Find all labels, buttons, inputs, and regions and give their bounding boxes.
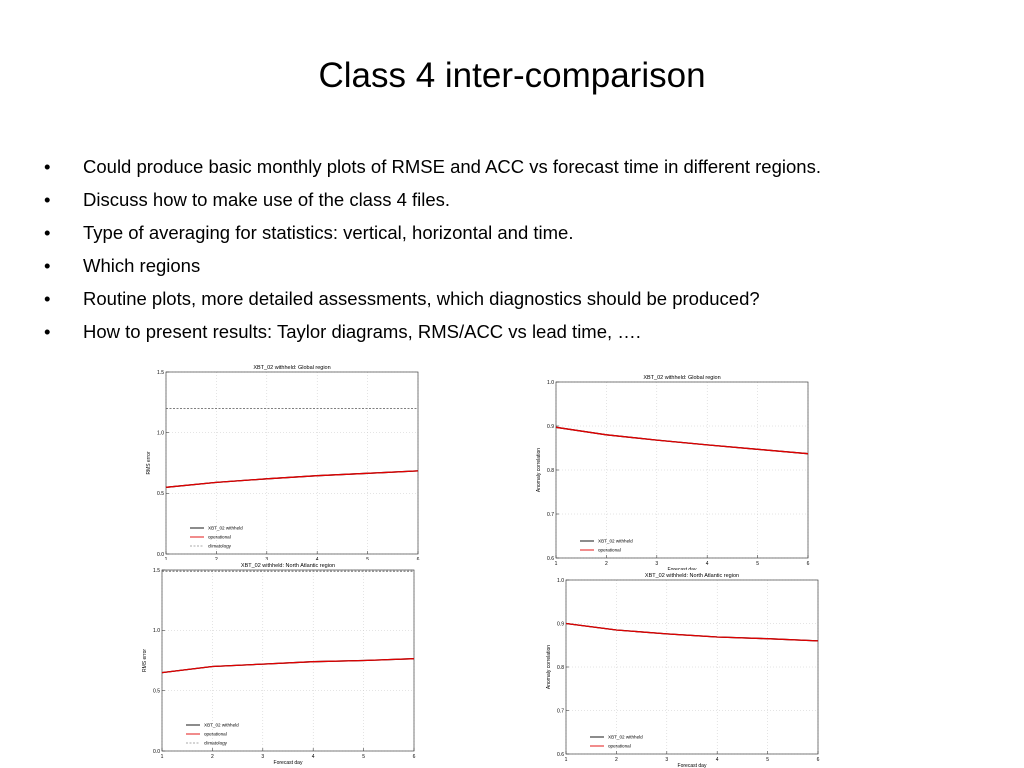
y-tick-label: 1.5	[153, 568, 160, 574]
series-line	[165, 470, 419, 488]
plot-frame	[165, 371, 419, 555]
series-line	[565, 622, 819, 642]
series-line	[555, 426, 809, 455]
bullet-marker: •	[44, 288, 51, 309]
bullet-item: • Type of averaging for statistics: verti…	[44, 216, 1004, 249]
x-tick-label: 2	[605, 561, 608, 567]
y-tick-label: 0.5	[157, 491, 164, 497]
bullet-marker: •	[44, 222, 51, 243]
chart-title: XBT_02 withheld: North Atlantic region	[645, 573, 739, 579]
bullet-item: • Could produce basic monthly plots of RM…	[44, 150, 1004, 183]
series-line	[161, 658, 415, 674]
y-axis-label: RMS error	[142, 649, 148, 672]
x-tick-label: 5	[766, 757, 769, 763]
bullet-marker: •	[44, 321, 51, 342]
chart-title: XBT_02 withheld: North Atlantic region	[241, 563, 335, 569]
chart-svg: XBT_02 withheld: Global region 1 2 3 4 5 6 0.6 0…	[536, 375, 810, 573]
y-tick-label: 0.7	[557, 708, 564, 714]
y-axis-label: Anomaly correlation	[546, 645, 552, 689]
x-tick-label: 4	[706, 561, 709, 567]
acc-global-chart: XBT_02 withheld: Global region 1 2 3 4 5 6 0.6 0…	[530, 372, 818, 573]
bullet-item: • Discuss how to make use of the class 4 …	[44, 183, 1004, 216]
y-tick-label: 0.8	[557, 665, 564, 671]
y-tick-label: 1.0	[153, 628, 160, 634]
bullet-text: Routine plots, more detailed assessments…	[83, 288, 760, 309]
bullet-text: How to present results: Taylor diagrams,…	[83, 321, 641, 342]
bullet-text: Type of averaging for statistics: vertic…	[83, 222, 574, 243]
series-line	[565, 622, 819, 642]
chart-title: XBT_02 withheld: Global region	[643, 375, 720, 381]
x-tick-label: 1	[555, 561, 558, 567]
bullet-marker: •	[44, 255, 51, 276]
legend-label: XBT_02 withheld	[598, 539, 633, 544]
bullet-marker: •	[44, 189, 51, 210]
y-axis-label: Anomaly correlation	[536, 448, 542, 492]
chart-title: XBT_02 withheld: Global region	[253, 365, 330, 371]
y-tick-label: 0.0	[153, 749, 160, 755]
y-tick-label: 0.9	[547, 424, 554, 430]
legend-label: climatology	[204, 741, 228, 746]
chart-svg: XBT_02 withheld: North Atlantic region 1 2…	[546, 573, 820, 768]
y-tick-label: 0.6	[557, 752, 564, 758]
x-tick-label: 2	[211, 754, 214, 760]
x-tick-label: 3	[655, 561, 658, 567]
legend-label: operational	[204, 732, 227, 737]
bullet-item: • How to present results: Taylor diagrams…	[44, 315, 1004, 348]
series-line	[161, 658, 415, 674]
x-tick-label: 1	[161, 754, 164, 760]
y-tick-label: 1.0	[157, 430, 164, 436]
x-tick-label: 2	[615, 757, 618, 763]
y-tick-label: 0.5	[153, 688, 160, 694]
y-tick-label: 0.7	[547, 512, 554, 518]
x-tick-label: 6	[817, 757, 820, 763]
chart-svg: XBT_02 withheld: Global region1234560.00…	[146, 365, 420, 569]
chart-svg: XBT_02 withheld: North Atlantic region 1 2…	[142, 563, 416, 766]
legend-label: operational	[608, 744, 631, 749]
bullet-text: Discuss how to make use of the class 4 f…	[83, 189, 451, 210]
series-line	[555, 426, 809, 455]
x-tick-label: 4	[716, 757, 719, 763]
bullet-text: Which regions	[83, 255, 201, 276]
y-tick-label: 1.0	[557, 578, 564, 584]
rms-north-atlantic-chart: XBT_02 withheld: North Atlantic region 1 2…	[136, 560, 424, 766]
y-axis-label: RMS error	[146, 451, 152, 474]
y-tick-label: 0.8	[547, 468, 554, 474]
bullet-item: • Which regions	[44, 249, 1004, 282]
bullet-text: Could produce basic monthly plots of RMS…	[83, 156, 821, 177]
plot-frame	[161, 569, 415, 752]
legend-label: XBT_02 withheld	[208, 526, 243, 531]
bullet-item: • Routine plots, more detailed assessment…	[44, 282, 1004, 315]
x-tick-label: 1	[565, 757, 568, 763]
legend-label: XBT_02 withheld	[204, 723, 239, 728]
x-tick-label: 4	[312, 754, 315, 760]
x-tick-label: 5	[362, 754, 365, 760]
legend-label: climatology	[208, 544, 232, 549]
rms-global-chart: XBT_02 withheld: Global region1234560.00…	[140, 362, 428, 569]
y-tick-label: 0.6	[547, 556, 554, 562]
legend-label: operational	[208, 535, 231, 540]
x-tick-label: 6	[413, 754, 416, 760]
legend-label: operational	[598, 548, 621, 553]
bullet-list: • Could produce basic monthly plots of RM…	[44, 150, 1004, 348]
x-tick-label: 5	[756, 561, 759, 567]
bullet-marker: •	[44, 156, 51, 177]
y-tick-label: 0.9	[557, 621, 564, 627]
slide-title: Class 4 inter-comparison	[318, 56, 706, 95]
y-tick-label: 0.0	[157, 552, 164, 558]
acc-north-atlantic-chart: XBT_02 withheld: North Atlantic region 1 2…	[540, 570, 828, 768]
series-line	[165, 470, 419, 488]
x-tick-label: 3	[261, 754, 264, 760]
x-axis-label: Forecast day	[274, 760, 303, 766]
x-tick-label: 6	[807, 561, 810, 567]
legend-label: XBT_02 withheld	[608, 735, 643, 740]
x-axis-label: Forecast day	[678, 763, 707, 768]
x-tick-label: 3	[665, 757, 668, 763]
y-tick-label: 1.0	[547, 380, 554, 386]
y-tick-label: 1.5	[157, 370, 164, 376]
